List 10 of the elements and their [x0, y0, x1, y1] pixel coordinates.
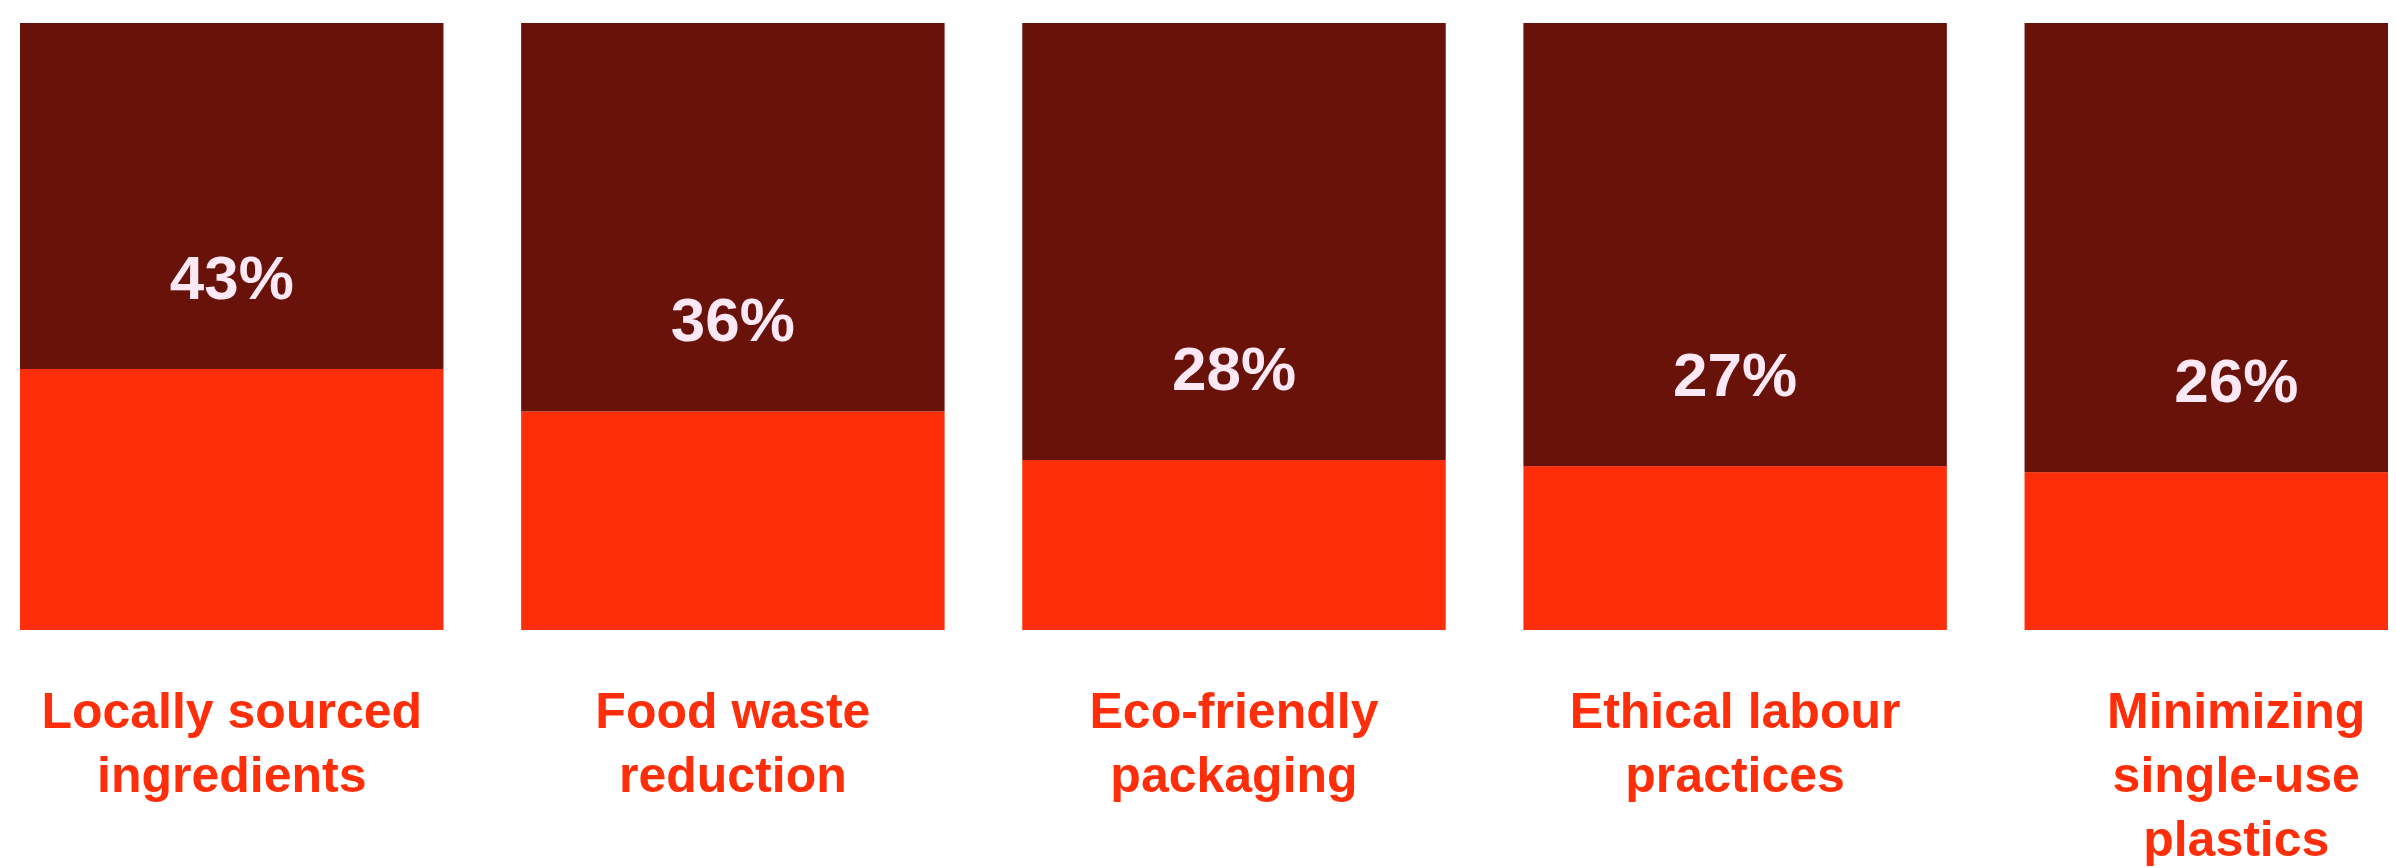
x-tick-label: Ethical labour practices	[1569, 683, 1901, 803]
x-tick-label: Locally sourced ingredients	[41, 683, 423, 803]
x-tick-label: Eco-friendly packaging	[1089, 683, 1379, 803]
x-tick-label: Minimizing single-use plastics	[2107, 683, 2366, 867]
data-label: 26%	[2174, 346, 2299, 416]
data-label: 43%	[169, 242, 294, 312]
data-label: 27%	[1673, 340, 1798, 410]
data-label: 28%	[1171, 334, 1297, 404]
x-tick-label: Food waste reduction	[595, 683, 871, 803]
data-label: 36%	[670, 285, 795, 355]
